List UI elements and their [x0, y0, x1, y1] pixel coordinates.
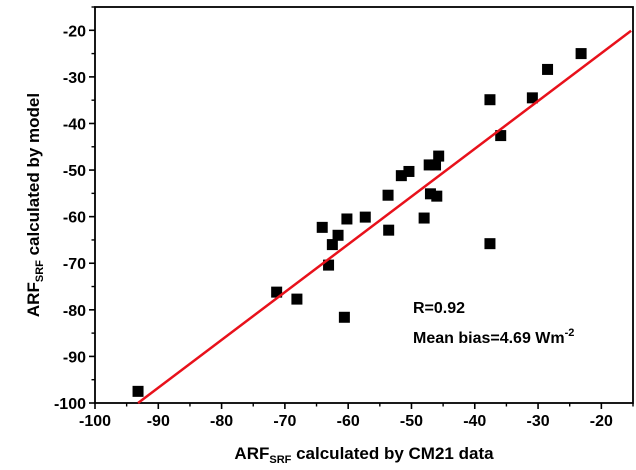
data-point: [383, 190, 394, 201]
annotation-r: R=0.92: [413, 300, 465, 317]
fit-line: [138, 31, 631, 403]
x-axis-tick-labels: -100 -90 -80 -70 -60 -50 -40 -30 -20: [79, 413, 613, 430]
data-point: [291, 294, 302, 305]
y-tick-label: -20: [63, 23, 86, 40]
data-point: [419, 213, 430, 224]
y-tick-label: -70: [63, 256, 86, 273]
x-tick-label: -90: [147, 413, 170, 430]
data-point: [383, 225, 394, 236]
y-tick-label: -60: [63, 210, 86, 227]
y-tick-label: -90: [63, 349, 86, 366]
annotation-mean-bias: Mean bias=4.69 Wm-2: [413, 327, 574, 347]
data-point: [133, 386, 144, 397]
x-tick-label: -40: [463, 413, 486, 430]
x-tick-label: -50: [400, 413, 423, 430]
data-point: [431, 191, 442, 202]
x-axis-title: ARFSRF calculated by CM21 data: [234, 444, 494, 466]
data-point: [484, 94, 495, 105]
data-point: [542, 64, 553, 75]
x-tick-label: -30: [526, 413, 549, 430]
x-tick-label: -80: [210, 413, 233, 430]
data-point: [317, 222, 328, 233]
x-tick-label: -20: [590, 413, 613, 430]
data-point: [484, 238, 495, 249]
data-point: [341, 213, 352, 224]
y-tick-label: -50: [63, 163, 86, 180]
y-tick-label: -30: [63, 70, 86, 87]
y-tick-label: -80: [63, 303, 86, 320]
data-point: [403, 166, 414, 177]
data-point: [433, 151, 444, 162]
x-tick-label: -100: [79, 413, 111, 430]
data-point: [576, 48, 587, 59]
x-tick-label: -60: [337, 413, 360, 430]
fit-line-group: [138, 31, 631, 403]
x-tick-label: -70: [273, 413, 296, 430]
data-point: [339, 312, 350, 323]
y-axis-tick-labels: -100 -90 -80 -70 -60 -50 -40 -30 -20: [54, 23, 86, 413]
data-point: [360, 212, 371, 223]
y-tick-label: -40: [63, 116, 86, 133]
y-tick-label: -100: [54, 396, 86, 413]
y-axis-title: ARFSRF calculated by model: [24, 93, 46, 317]
data-point: [333, 230, 344, 241]
